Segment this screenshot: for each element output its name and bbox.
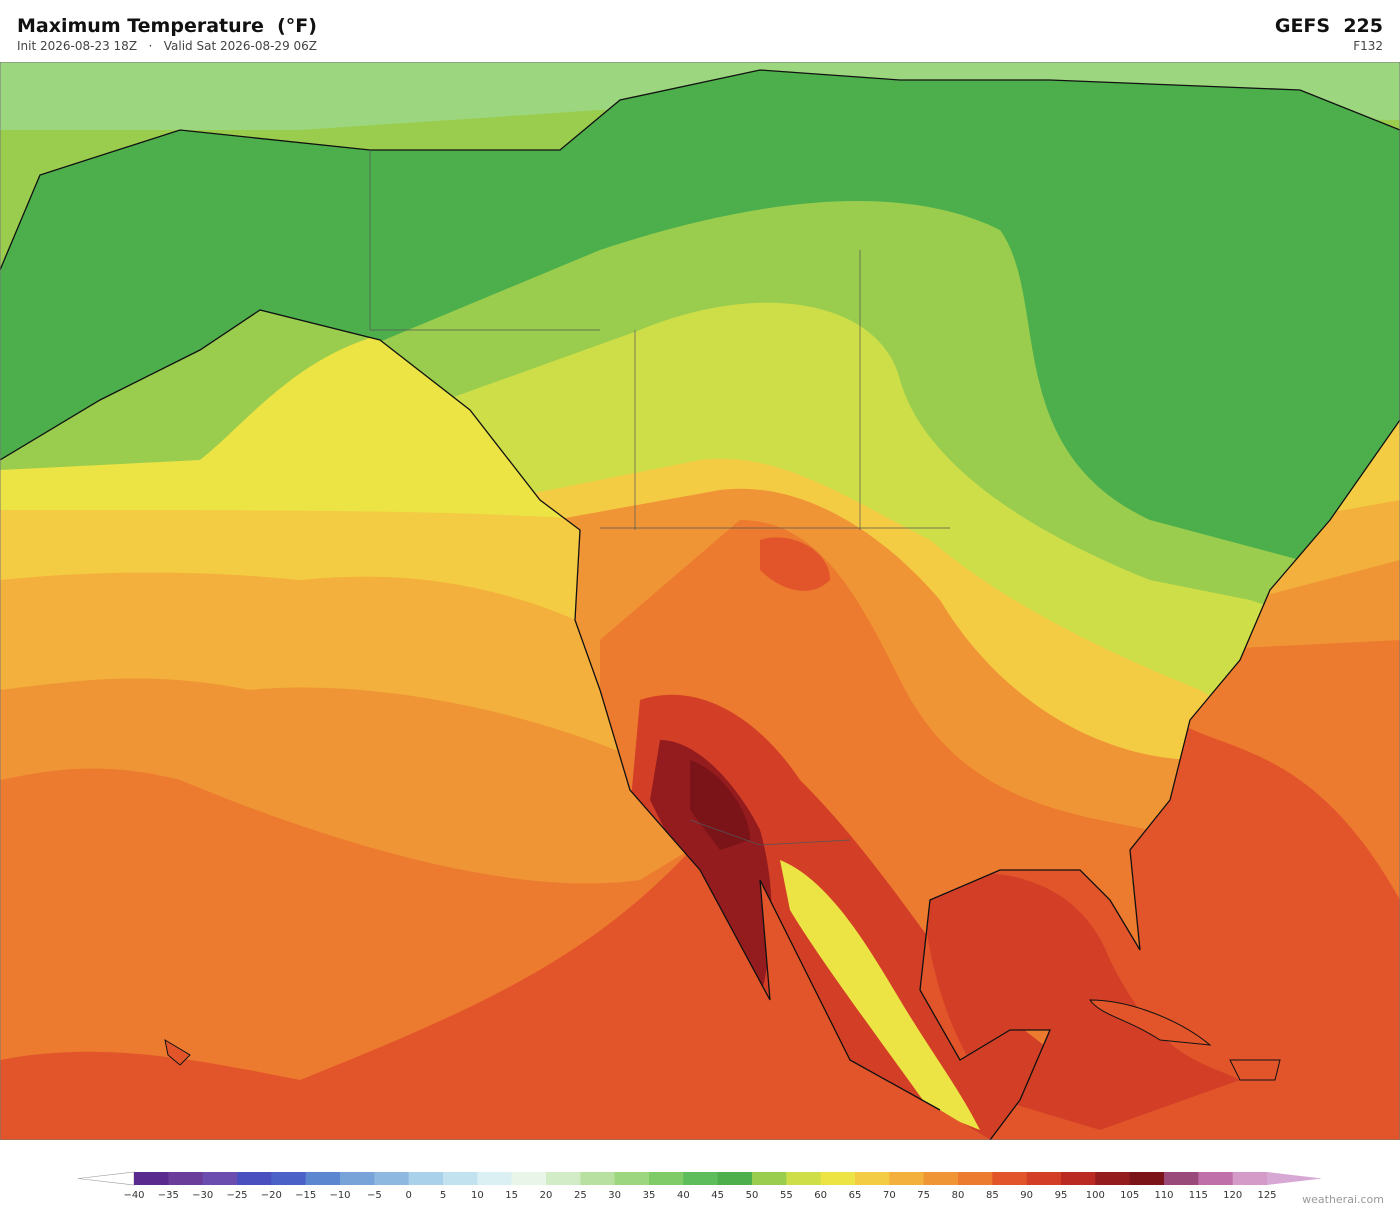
colorbar-tick-label: 60 — [814, 1190, 827, 1201]
colorbar-tick-label: 55 — [780, 1190, 793, 1201]
header: Maximum Temperature (°F) Init 2026-08-23… — [0, 0, 1400, 62]
colorbar-tick-label: 105 — [1120, 1190, 1139, 1201]
colorbar-tick-label: 110 — [1154, 1190, 1173, 1201]
colorbar-tick-label: −15 — [295, 1190, 316, 1201]
colorbar-tick-label: −5 — [367, 1190, 382, 1201]
colorbar-tick-label: 95 — [1055, 1190, 1068, 1201]
colorbar-tick-label: 15 — [505, 1190, 518, 1201]
colorbar-swatch — [271, 1172, 307, 1185]
subtitle: Init 2026-08-23 18Z · Valid Sat 2026-08-… — [17, 39, 318, 53]
colorbar-swatch — [237, 1172, 272, 1185]
model: GEFS 225 — [1274, 15, 1383, 37]
colorbar-tick-label: 115 — [1189, 1190, 1208, 1201]
colorbar-swatch — [1095, 1172, 1131, 1185]
colorbar-tick-label: −20 — [261, 1190, 282, 1201]
colorbar-swatch — [820, 1172, 856, 1185]
colorbar-swatch — [1164, 1172, 1199, 1185]
colorbar-swatch — [1026, 1172, 1062, 1185]
colorbar: −40 −35 −30 −25 −20 −15 −10 −5 0 5 10 15 20 25 30 35 40 4… — [77, 1171, 1322, 1201]
colorbar-tick-label: −30 — [192, 1190, 213, 1201]
colorbar-tick-label: 100 — [1086, 1190, 1105, 1201]
colorbar-tick-label: −35 — [158, 1190, 179, 1201]
colorbar-tick-label: 70 — [883, 1190, 896, 1201]
colorbar-tick-label: 45 — [711, 1190, 724, 1201]
colorbar-swatch — [580, 1172, 616, 1185]
colorbar-under — [77, 1171, 135, 1186]
colorbar-swatch — [923, 1172, 959, 1185]
colorbar-swatch — [649, 1172, 684, 1185]
colorbar-tick-label: 35 — [643, 1190, 656, 1201]
colorbar-tick-label: 5 — [440, 1190, 446, 1201]
colorbar-swatch — [408, 1172, 444, 1185]
colorbar-tick-label: 40 — [677, 1190, 690, 1201]
colorbar-swatch — [168, 1172, 204, 1185]
colorbar-swatch — [546, 1172, 581, 1185]
colorbar-tick-label: 125 — [1257, 1190, 1276, 1201]
coastline — [0, 69, 1400, 1140]
colorbar-swatch — [614, 1172, 650, 1185]
colorbar-swatch — [202, 1172, 238, 1185]
colorbar-tick-label: 50 — [746, 1190, 759, 1201]
colorbar-swatch — [374, 1172, 410, 1185]
borders — [369, 150, 950, 846]
colorbar-swatch — [477, 1172, 513, 1185]
colorbar-swatch — [855, 1172, 890, 1185]
colorbar-swatch — [305, 1172, 341, 1185]
watermark: weatherai.com — [1302, 1193, 1384, 1206]
colorbar-tick-label: 10 — [471, 1190, 484, 1201]
colorbar-tick-label: −10 — [329, 1190, 350, 1201]
colorbar-swatch — [443, 1172, 478, 1185]
colorbar-swatch — [683, 1172, 719, 1185]
colorbar-swatch — [889, 1172, 925, 1185]
map — [0, 62, 1400, 1140]
colorbar-tick-label: 0 — [405, 1190, 411, 1201]
colorbar-swatch — [1061, 1172, 1096, 1185]
colorbar-tick-label: 80 — [952, 1190, 965, 1201]
colorbar-swatch — [958, 1172, 993, 1185]
colorbar-swatch — [786, 1172, 822, 1185]
colorbar-swatch — [134, 1172, 169, 1185]
title: Maximum Temperature (°F) — [17, 15, 317, 37]
colorbar-over — [1267, 1172, 1322, 1185]
colorbar-swatch — [752, 1172, 787, 1185]
colorbar-swatch — [717, 1172, 753, 1185]
colorbar-tick-label: 20 — [540, 1190, 553, 1201]
colorbar-swatch — [992, 1172, 1028, 1185]
colorbar-swatch — [511, 1172, 547, 1185]
colorbar-tick-label: 90 — [1020, 1190, 1033, 1201]
colorbar-swatch — [1129, 1172, 1165, 1185]
forecast-hour: F132 — [1353, 39, 1383, 53]
colorbar-swatch — [1198, 1172, 1234, 1185]
colorbar-tick-label: 120 — [1223, 1190, 1242, 1201]
colorbar-tick-label: 65 — [849, 1190, 862, 1201]
colorbar-tick-label: −25 — [226, 1190, 247, 1201]
colorbar-swatch — [340, 1172, 375, 1185]
colorbar-tick-label: 25 — [574, 1190, 587, 1201]
islands — [164, 999, 1281, 1081]
colorbar-swatch — [1232, 1172, 1268, 1185]
colorbar-tick-label: −40 — [123, 1190, 144, 1201]
colorbar-tick-label: 75 — [917, 1190, 930, 1201]
colorbar-tick-label: 30 — [608, 1190, 621, 1201]
colorbar-tick-label: 85 — [986, 1190, 999, 1201]
